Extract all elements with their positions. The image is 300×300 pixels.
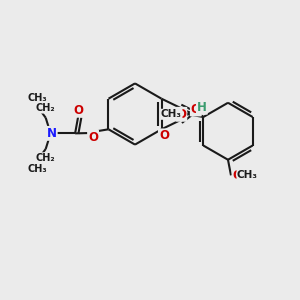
Text: N: N: [47, 127, 57, 140]
Text: O: O: [73, 104, 83, 117]
Text: CH₃: CH₃: [28, 164, 47, 174]
Text: O: O: [88, 131, 98, 144]
Text: CH₃: CH₃: [28, 93, 47, 103]
Text: O: O: [232, 169, 243, 182]
Text: CH₂: CH₂: [36, 153, 56, 163]
Text: CH₃: CH₃: [237, 170, 258, 180]
Text: O: O: [159, 129, 169, 142]
Text: O: O: [176, 108, 186, 121]
Text: O: O: [191, 103, 201, 116]
Text: CH₃: CH₃: [161, 109, 182, 119]
Text: H: H: [197, 101, 207, 114]
Text: CH₂: CH₂: [36, 103, 56, 113]
